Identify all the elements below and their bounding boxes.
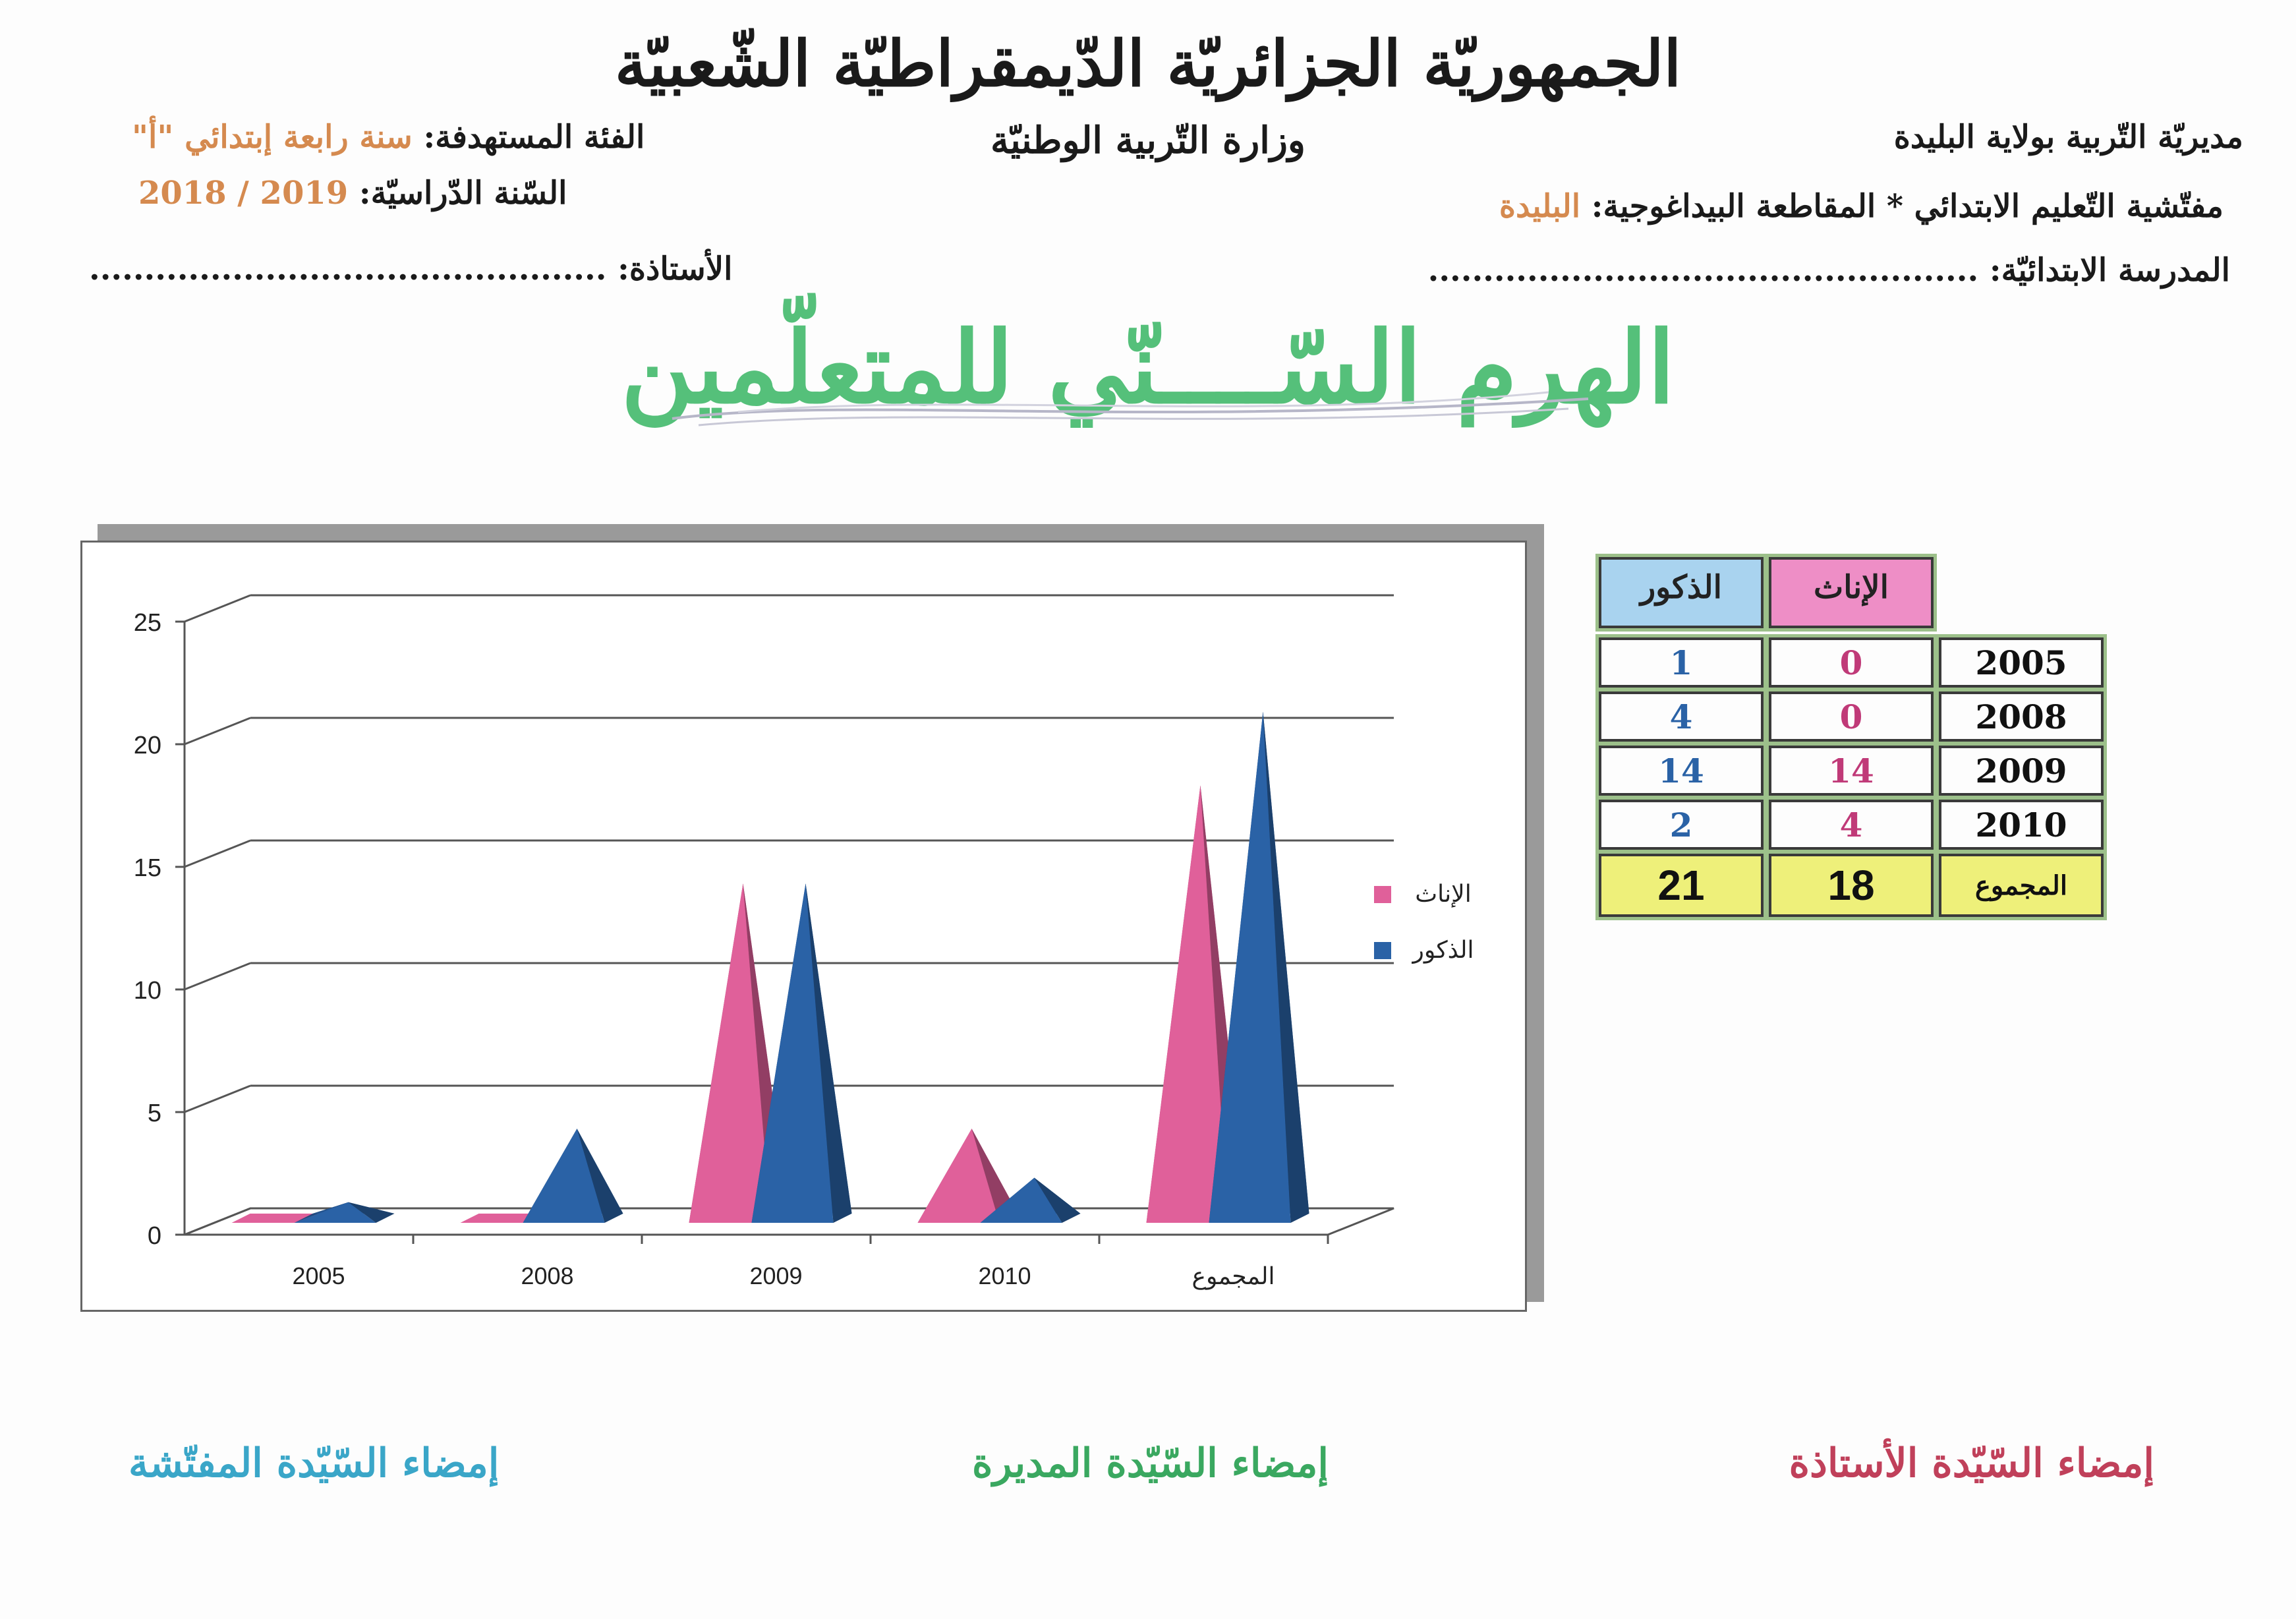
school-year-label: السّنة الدّراسيّة: bbox=[359, 175, 567, 212]
grid-diagonal bbox=[184, 594, 251, 623]
pyramid-face-right bbox=[348, 1202, 395, 1223]
pyramid-females-3 bbox=[917, 1129, 1018, 1223]
y-tick-label: 15 bbox=[134, 854, 161, 882]
pyramid-face-front bbox=[917, 1129, 1000, 1223]
target-value: سنة رابعة إبتدائي "أ" bbox=[132, 119, 413, 156]
school-year-value: 2018 / 2019 bbox=[138, 175, 349, 212]
chart-frame: 0 5 10 15 20 25 2005 2008 2009 2010 المجموع الإناث ا… bbox=[80, 541, 1527, 1312]
x-tick-label: 2005 bbox=[292, 1262, 345, 1289]
table-cell-females: 0 bbox=[1765, 634, 1937, 691]
pyramid-face-right bbox=[1034, 1177, 1081, 1223]
pyramid-face-right bbox=[577, 1129, 623, 1223]
signature-teacher: إمضاء السّيّدة الأستاذة bbox=[1789, 1440, 2154, 1487]
school-line: المدرسة الابتدائيّة: ...................… bbox=[1427, 252, 2230, 289]
table-cell-males: 14 bbox=[1595, 742, 1767, 799]
grid-diagonal bbox=[184, 962, 251, 991]
legend-label: الإناث bbox=[1415, 881, 1471, 908]
x-tick-label: 2008 bbox=[521, 1262, 573, 1289]
ministry-heading: وزارة التّربية الوطنيّة bbox=[990, 119, 1306, 162]
table-header-females: الإناث bbox=[1765, 554, 1937, 632]
directorate-line: مديريّة التّربية بولاية البليدة bbox=[1893, 119, 2243, 156]
table-row-label: 2005 bbox=[1936, 634, 2107, 691]
pyramid-males-1 bbox=[523, 1129, 623, 1223]
x-tick-label: 2009 bbox=[749, 1262, 802, 1289]
x-tick-label: 2010 bbox=[978, 1262, 1031, 1289]
table-header-males: الذكور bbox=[1595, 554, 1767, 632]
table-cell-males: 4 bbox=[1595, 688, 1767, 745]
table-cell-females: 0 bbox=[1765, 688, 1937, 745]
legend-swatch bbox=[1374, 942, 1391, 959]
pyramid-face-right bbox=[1263, 711, 1309, 1223]
signature-director: إمضاء السّيّدة المديرة bbox=[972, 1440, 1329, 1487]
pyramid-face-front bbox=[689, 883, 771, 1223]
pyramid-face-right bbox=[971, 1129, 1018, 1223]
teacher-line: الأستاذة: ..............................… bbox=[89, 250, 733, 287]
pyramid-face-front bbox=[751, 883, 834, 1223]
grid-diagonal bbox=[184, 839, 251, 868]
table-row-label: 2008 bbox=[1936, 688, 2107, 745]
table-cell-females: 14 bbox=[1765, 742, 1937, 799]
table-total-males: 21 bbox=[1595, 850, 1767, 920]
legend-label: الذكور bbox=[1412, 937, 1474, 964]
pyramid-face-front bbox=[980, 1177, 1062, 1223]
table-total-label: المجموع bbox=[1936, 850, 2107, 920]
pyramid-face-front bbox=[1209, 711, 1291, 1223]
y-tick-label: 10 bbox=[134, 977, 161, 1005]
table-row-label: 2009 bbox=[1936, 742, 2107, 799]
grid-diagonal bbox=[184, 717, 251, 746]
pyramid-face-left bbox=[294, 1202, 349, 1223]
inspectorate-line: مفتّشية التّعليم الابتدائي * المقاطعة ال… bbox=[1499, 188, 2224, 225]
chart-floor bbox=[184, 1207, 1394, 1236]
pyramid-face-right bbox=[805, 883, 852, 1223]
y-tick-label: 5 bbox=[148, 1100, 161, 1127]
pyramid-face-front bbox=[523, 1129, 605, 1223]
signature-inspector: إمضاء السّيّدة المفتّشة bbox=[129, 1440, 500, 1487]
pyramid-males-0 bbox=[294, 1202, 395, 1223]
legend-swatch bbox=[1374, 886, 1391, 903]
y-tick-label: 25 bbox=[134, 609, 161, 637]
table-cell-males: 1 bbox=[1595, 634, 1767, 691]
target-line: الفئة المستهدفة: سنة رابعة إبتدائي "أ" bbox=[132, 119, 645, 156]
pyramid-males-3 bbox=[980, 1177, 1081, 1223]
inspectorate-label: مفتّشية التّعليم الابتدائي * المقاطعة ال… bbox=[1591, 188, 2224, 225]
pyramid-face-front bbox=[294, 1202, 376, 1223]
target-label: الفئة المستهدفة: bbox=[423, 119, 645, 156]
pyramid-face-front bbox=[1146, 785, 1228, 1223]
y-tick-label: 20 bbox=[134, 732, 161, 759]
inspectorate-value: البليدة bbox=[1499, 188, 1581, 225]
y-tick-label: 0 bbox=[148, 1222, 161, 1250]
age-pyramid-chart: 0 5 10 15 20 25 2005 2008 2009 2010 المجموع الإناث ا… bbox=[134, 594, 1474, 1290]
table-cell-females: 4 bbox=[1765, 796, 1937, 853]
republic-heading: الجمهوريّة الجزائريّة الدّيمقراطيّة الشّ… bbox=[614, 26, 1682, 101]
table-cell-males: 2 bbox=[1595, 796, 1767, 853]
pyramid-males-4 bbox=[1209, 711, 1309, 1223]
x-tick-label: المجموع bbox=[1192, 1262, 1275, 1290]
title-decoration bbox=[672, 391, 1589, 427]
table-total-females: 18 bbox=[1765, 850, 1937, 920]
table-row-label: 2010 bbox=[1936, 796, 2107, 853]
school-year-line: السّنة الدّراسيّة: 2018 / 2019 bbox=[138, 175, 567, 212]
grid-diagonal bbox=[184, 1084, 251, 1113]
